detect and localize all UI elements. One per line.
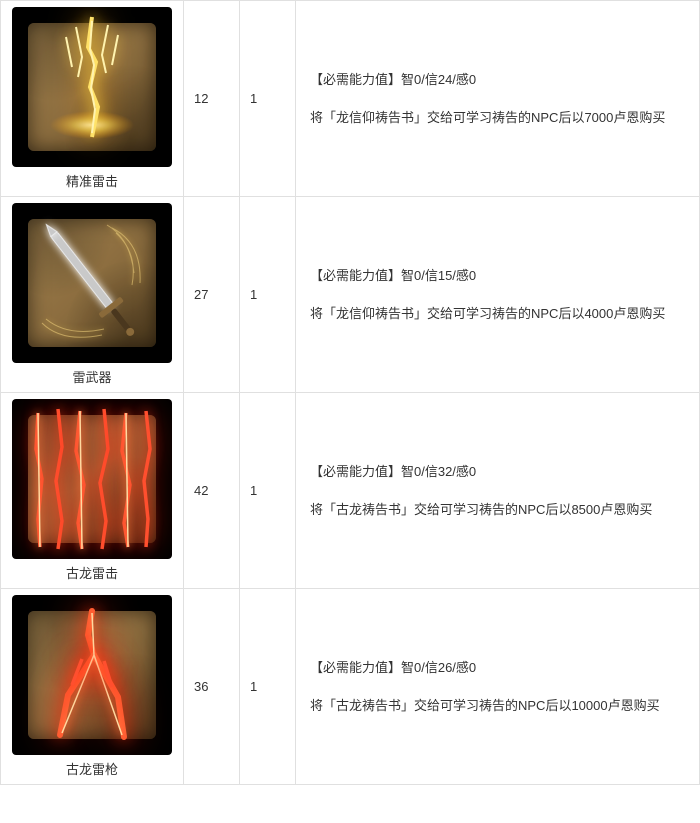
icon-label: 雷武器 [7,367,177,386]
slot-cell: 1 [240,589,296,785]
ancient-red-spear-icon [12,595,172,755]
req-text: 【必需能力值】智0/信24/感0 [310,64,685,95]
icon-label: 古龙雷击 [7,563,177,582]
desc-cell: 【必需能力值】智0/信15/感0 将「龙信仰祷告书」交给可学习祷告的NPC后以4… [296,197,700,393]
table-row: 古龙雷击 42 1 【必需能力值】智0/信32/感0 将「古龙祷告书」交给可学习… [1,393,700,589]
req-text: 【必需能力值】智0/信26/感0 [310,652,685,683]
req-text: 【必需能力值】智0/信15/感0 [310,260,685,291]
slot-cell: 1 [240,197,296,393]
table-row: 精准雷击 12 1 【必需能力值】智0/信24/感0 将「龙信仰祷告书」交给可学… [1,1,700,197]
icon-cell: 雷武器 [1,197,184,393]
how-text: 将「龙信仰祷告书」交给可学习祷告的NPC后以7000卢恩购买 [310,102,685,133]
icon-cell: 精准雷击 [1,1,184,197]
slot-cell: 1 [240,393,296,589]
fp-cell: 36 [184,589,240,785]
slot-cell: 1 [240,1,296,197]
lightning-sword-icon [12,203,172,363]
how-text: 将「龙信仰祷告书」交给可学习祷告的NPC后以4000卢恩购买 [310,298,685,329]
incantation-table-wrapper: 精准雷击 12 1 【必需能力值】智0/信24/感0 将「龙信仰祷告书」交给可学… [0,0,700,785]
fp-cell: 42 [184,393,240,589]
incantation-table: 精准雷击 12 1 【必需能力值】智0/信24/感0 将「龙信仰祷告书」交给可学… [0,0,700,785]
fp-cell: 12 [184,1,240,197]
how-text: 将「古龙祷告书」交给可学习祷告的NPC后以8500卢恩购买 [310,494,685,525]
desc-cell: 【必需能力值】智0/信32/感0 将「古龙祷告书」交给可学习祷告的NPC后以85… [296,393,700,589]
table-row: 雷武器 27 1 【必需能力值】智0/信15/感0 将「龙信仰祷告书」交给可学习… [1,197,700,393]
icon-label: 精准雷击 [7,171,177,190]
yellow-strike-icon [12,7,172,167]
desc-cell: 【必需能力值】智0/信24/感0 将「龙信仰祷告书」交给可学习祷告的NPC后以7… [296,1,700,197]
how-text: 将「古龙祷告书」交给可学习祷告的NPC后以10000卢恩购买 [310,690,685,721]
fp-cell: 27 [184,197,240,393]
req-text: 【必需能力值】智0/信32/感0 [310,456,685,487]
ancient-red-strike-icon [12,399,172,559]
desc-cell: 【必需能力值】智0/信26/感0 将「古龙祷告书」交给可学习祷告的NPC后以10… [296,589,700,785]
icon-cell: 古龙雷枪 [1,589,184,785]
icon-cell: 古龙雷击 [1,393,184,589]
table-row: 古龙雷枪 36 1 【必需能力值】智0/信26/感0 将「古龙祷告书」交给可学习… [1,589,700,785]
icon-label: 古龙雷枪 [7,759,177,778]
